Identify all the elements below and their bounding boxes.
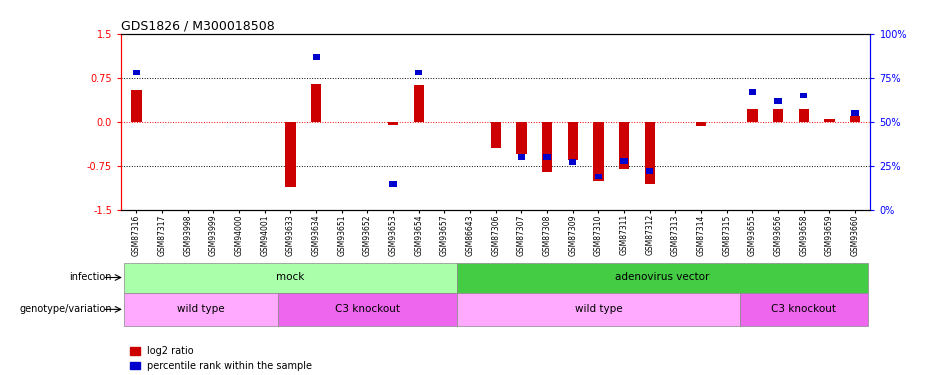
Bar	[388, 122, 398, 125]
Bar	[620, 158, 627, 164]
Bar	[542, 122, 552, 172]
Bar	[311, 84, 321, 122]
Bar	[518, 154, 525, 160]
Text: adenovirus vector: adenovirus vector	[615, 273, 709, 282]
Bar	[739, 292, 868, 326]
Text: C3 knockout: C3 knockout	[771, 304, 836, 314]
Bar	[277, 292, 457, 326]
Bar	[748, 109, 758, 122]
Bar	[569, 159, 576, 165]
Text: genotype/variation: genotype/variation	[20, 304, 112, 314]
Bar	[800, 93, 807, 98]
Bar	[457, 292, 739, 326]
Bar	[124, 262, 457, 292]
Bar	[593, 122, 603, 181]
Bar	[619, 122, 629, 169]
Bar	[775, 98, 782, 104]
Bar	[285, 122, 295, 186]
Text: C3 knockout: C3 knockout	[335, 304, 400, 314]
Bar	[313, 54, 319, 60]
Bar	[799, 109, 809, 122]
Bar	[544, 154, 550, 160]
Bar	[124, 292, 277, 326]
Bar	[457, 262, 868, 292]
Bar	[491, 122, 501, 148]
Bar	[415, 70, 423, 75]
Bar	[568, 122, 578, 160]
Bar	[646, 168, 654, 174]
Text: infection: infection	[69, 273, 112, 282]
Bar	[773, 109, 783, 122]
Text: mock: mock	[277, 273, 304, 282]
Text: GDS1826 / M300018508: GDS1826 / M300018508	[121, 20, 275, 33]
Bar	[413, 86, 424, 122]
Bar	[131, 90, 142, 122]
Bar	[389, 181, 397, 186]
Bar	[749, 89, 756, 95]
Legend: log2 ratio, percentile rank within the sample: log2 ratio, percentile rank within the s…	[126, 342, 317, 375]
Bar	[644, 122, 654, 184]
Bar	[850, 116, 860, 122]
Bar	[824, 119, 834, 122]
Bar	[595, 174, 602, 180]
Bar	[852, 110, 858, 116]
Text: wild type: wild type	[574, 304, 622, 314]
Bar	[517, 122, 527, 154]
Bar	[133, 70, 140, 75]
Bar	[696, 122, 707, 126]
Text: wild type: wild type	[177, 304, 224, 314]
